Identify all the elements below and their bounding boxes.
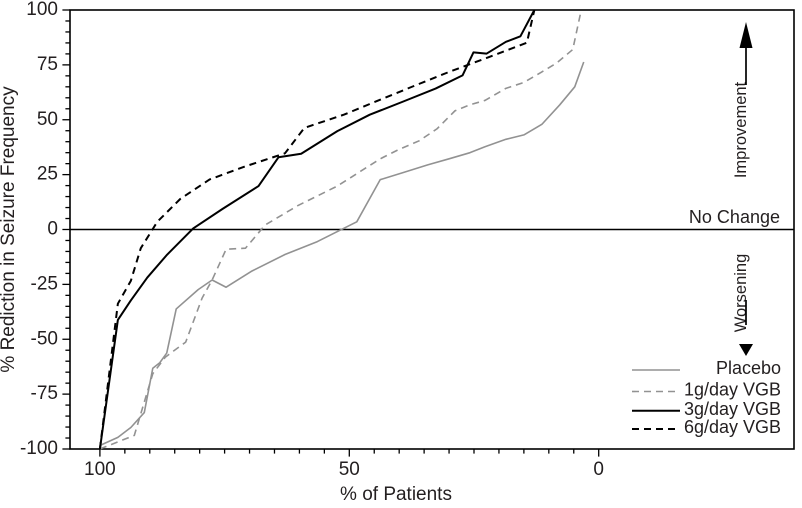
svg-text:50: 50 bbox=[37, 109, 58, 130]
svg-text:25: 25 bbox=[37, 164, 58, 185]
svg-text:3g/day VGB: 3g/day VGB bbox=[684, 399, 781, 419]
svg-text:Placebo: Placebo bbox=[716, 358, 781, 378]
svg-text:Improvement: Improvement bbox=[732, 81, 750, 178]
svg-text:No Change: No Change bbox=[689, 207, 780, 227]
svg-text:-100: -100 bbox=[20, 438, 58, 459]
svg-text:100: 100 bbox=[84, 459, 116, 480]
svg-text:0: 0 bbox=[47, 219, 58, 240]
svg-text:-50: -50 bbox=[31, 328, 58, 349]
svg-text:50: 50 bbox=[339, 459, 360, 480]
svg-text:% Rediction in Seizure Frequen: % Rediction in Seizure Frequency bbox=[0, 86, 19, 373]
svg-text:75: 75 bbox=[37, 54, 58, 75]
svg-text:-75: -75 bbox=[31, 383, 58, 404]
svg-text:100: 100 bbox=[26, 0, 58, 20]
svg-text:% of Patients: % of Patients bbox=[340, 484, 452, 505]
svg-text:-25: -25 bbox=[31, 273, 58, 294]
svg-text:0: 0 bbox=[593, 459, 604, 480]
svg-text:1g/day VGB: 1g/day VGB bbox=[684, 380, 781, 400]
svg-text:6g/day VGB: 6g/day VGB bbox=[684, 417, 781, 437]
svg-text:Worsening: Worsening bbox=[732, 254, 750, 333]
